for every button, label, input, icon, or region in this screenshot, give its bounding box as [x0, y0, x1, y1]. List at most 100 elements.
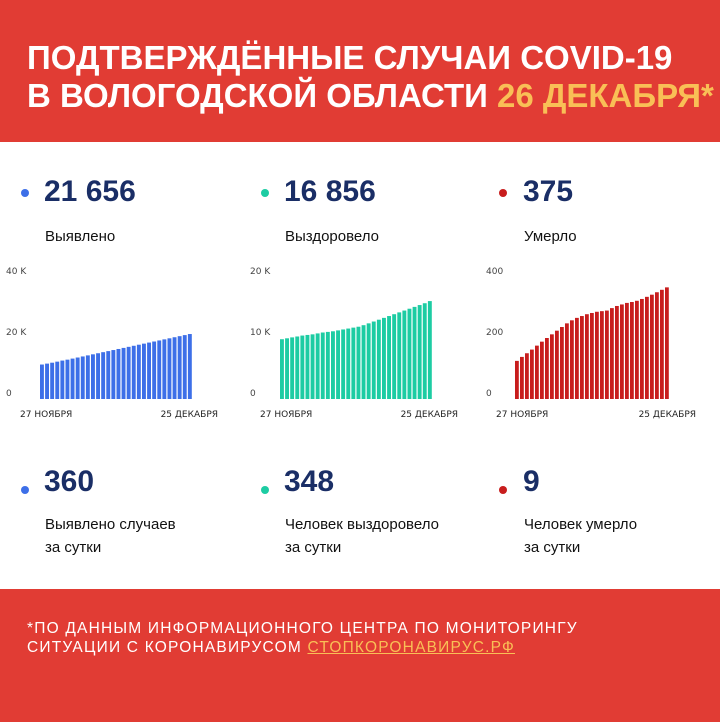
chart-bar [540, 341, 544, 399]
total-deaths-value: 375 [523, 175, 574, 208]
chart-bar [650, 294, 654, 399]
chart-bar [91, 354, 95, 399]
chart-bar [341, 329, 346, 399]
chart-bar [371, 321, 376, 399]
header-banner [0, 0, 720, 142]
chart-bar [580, 316, 584, 399]
red-dot-icon [499, 189, 507, 197]
daily-recovered-label-line2: за сутки [285, 539, 342, 556]
total-recovered-label: Выздоровело [285, 228, 380, 245]
chart-bar [290, 337, 295, 399]
chart-bar [40, 364, 44, 399]
chart-bar [376, 319, 381, 399]
chart-bar [585, 314, 589, 399]
chart-bar [660, 289, 664, 399]
chart-bar [545, 338, 549, 399]
x-end-label: 25 ДЕКАБРЯ [401, 410, 458, 420]
chart-bar [295, 336, 300, 399]
chart-bar [361, 325, 366, 399]
chart-bar [315, 333, 320, 399]
footer-note-text: СИТУАЦИИ С КОРОНАВИРУСОМ [27, 639, 302, 656]
y-tick-label: 200 [486, 328, 503, 338]
chart-bar [610, 308, 614, 399]
footer-note-line2: СИТУАЦИИ С КОРОНАВИРУСОМ СТОПКОРОНАВИРУС… [27, 638, 515, 658]
chart-bar [605, 310, 609, 399]
chart-bar [331, 331, 335, 399]
chart-bar [575, 317, 579, 399]
chart-bar [325, 331, 330, 399]
chart-bar [665, 287, 669, 399]
chart-bar [427, 301, 432, 399]
chart-bar [520, 356, 524, 399]
y-tick-label: 40 K [6, 267, 27, 277]
chart-bar [397, 312, 402, 399]
blue-dot-icon [21, 486, 29, 494]
chart-bar [356, 326, 361, 399]
chart-bar [560, 327, 564, 399]
chart-bar [45, 363, 49, 399]
chart-bar [101, 352, 106, 399]
chart-bar [320, 332, 325, 399]
source-link[interactable]: СТОПКОРОНАВИРУС.РФ [307, 639, 515, 656]
total-recovered-value: 16 856 [284, 175, 376, 208]
chart-bar [625, 302, 629, 399]
chart-bar [285, 338, 289, 400]
chart-bar [177, 336, 182, 399]
chart-bar [121, 347, 126, 399]
chart-bar [535, 345, 539, 400]
teal-dot-icon [261, 486, 269, 494]
chart-bar [96, 353, 100, 399]
chart-bar [147, 342, 151, 399]
chart-bar [387, 316, 391, 399]
detected-bar-chart: 0 20 K 40 K 27 НОЯБРЯ 25 ДЕКАБРЯ [6, 267, 218, 420]
chart-bar [555, 330, 559, 399]
chart-bar [65, 359, 70, 399]
chart-bar [402, 310, 407, 399]
deaths-bar-chart: 0 200 400 27 НОЯБРЯ 25 ДЕКАБРЯ [486, 267, 696, 420]
chart-bar [615, 305, 619, 399]
chart-bar [550, 334, 554, 399]
chart-bar [407, 308, 412, 399]
chart-bar [70, 358, 75, 399]
chart-bar [85, 355, 90, 399]
chart-bar [187, 334, 192, 399]
chart-bar [50, 362, 55, 399]
footer-banner [0, 589, 720, 722]
chart-bar [366, 323, 371, 399]
blue-dot-icon [21, 189, 29, 197]
chart-bar [515, 360, 519, 400]
chart-bar [640, 298, 644, 399]
x-end-label: 25 ДЕКАБРЯ [161, 410, 218, 420]
daily-recovered-label-line1: Человек выздоровело [285, 516, 439, 533]
chart-bar [280, 339, 284, 399]
chart-bar [630, 302, 634, 399]
chart-bar [530, 349, 534, 399]
y-tick-label: 20 K [250, 267, 271, 277]
daily-deaths-value: 9 [523, 465, 540, 498]
total-deaths-label: Умерло [524, 228, 577, 245]
page-title-region: В ВОЛОГОДСКОЙ ОБЛАСТИ [27, 77, 488, 114]
chart-bar [182, 335, 187, 399]
chart-bar [336, 330, 340, 400]
page-title-line1: ПОДТВЕРЖДЁННЫЕ СЛУЧАИ COVID-19 [27, 39, 673, 76]
y-tick-label: 0 [486, 389, 492, 399]
total-detected-value: 21 656 [44, 175, 136, 208]
daily-detected-label-line1: Выявлено случаев [45, 516, 176, 533]
chart-bar [305, 334, 310, 399]
chart-bar [60, 360, 65, 399]
chart-bar [55, 361, 60, 399]
chart-bar [80, 356, 85, 399]
daily-recovered-value: 348 [284, 465, 335, 498]
chart-bar [142, 343, 146, 399]
chart-bar [152, 341, 157, 399]
y-tick-label: 400 [486, 267, 503, 277]
y-tick-label: 0 [250, 389, 256, 399]
chart-bar [382, 317, 386, 399]
chart-bar [126, 346, 131, 399]
chart-bar [136, 344, 141, 399]
chart-bar [525, 353, 529, 399]
x-start-label: 27 НОЯБРЯ [260, 410, 312, 420]
chart-bar [300, 335, 305, 399]
y-tick-label: 10 K [250, 328, 271, 338]
footer-note-line1: *ПО ДАННЫМ ИНФОРМАЦИОННОГО ЦЕНТРА ПО МОН… [27, 620, 578, 637]
